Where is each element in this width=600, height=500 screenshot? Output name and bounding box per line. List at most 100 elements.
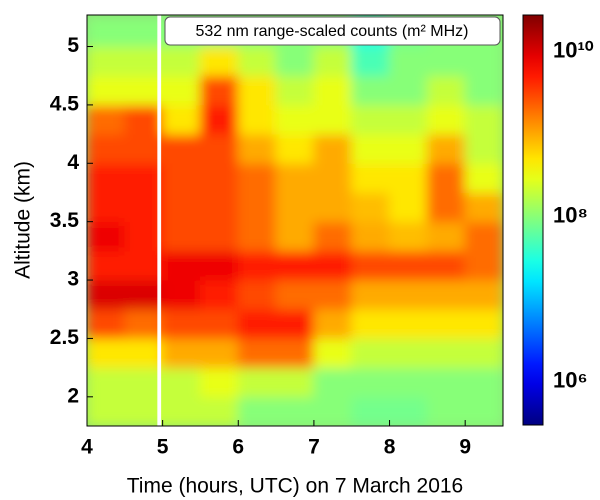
heatmap-cell — [87, 367, 126, 398]
heatmap-cell — [275, 396, 315, 426]
heatmap-cell — [162, 133, 201, 164]
heatmap-cell — [162, 279, 201, 310]
heatmap-cell — [275, 279, 315, 310]
heatmap-cell — [389, 396, 428, 426]
heatmap-cell — [87, 308, 126, 339]
annotation-box — [164, 16, 501, 46]
heatmap-cell — [464, 104, 503, 135]
heatmap-cell — [124, 162, 164, 193]
heatmap-cell — [162, 221, 201, 252]
heatmap-cell — [87, 221, 126, 252]
heatmap-cell — [389, 191, 428, 223]
heatmap-cell — [237, 308, 277, 339]
heatmap-cell — [351, 308, 391, 339]
heatmap-cell — [464, 162, 503, 193]
heatmap-cell — [124, 133, 164, 164]
heatmap-cell — [237, 162, 277, 193]
heatmap-cell — [426, 308, 466, 339]
heatmap-cell — [87, 104, 126, 135]
heatmap-cell — [389, 104, 428, 135]
heatmap-cell — [87, 46, 126, 77]
heatmap-cell — [275, 133, 315, 164]
y-tick-label: 2.5 — [50, 326, 80, 349]
heatmap-cell — [124, 16, 164, 48]
heatmap-cell — [464, 221, 503, 252]
heatmap-cell — [313, 250, 353, 281]
heatmap-cell — [199, 46, 239, 77]
heatmap-cell — [313, 279, 353, 310]
heatmap-cell — [464, 75, 503, 106]
heatmap-cell — [351, 279, 391, 310]
heatmap-cell — [426, 191, 466, 223]
heatmap-cell — [389, 133, 428, 164]
heatmap-cell — [87, 133, 126, 164]
y-tick-label: 2 — [67, 384, 79, 407]
heatmap-cell — [162, 337, 201, 369]
heatmap-cell — [87, 191, 126, 223]
heatmap-cell — [87, 75, 126, 106]
heatmap-blur — [87, 16, 503, 426]
heatmap-cell — [351, 367, 391, 398]
heatmap-cell — [199, 191, 239, 223]
heatmap-cell — [275, 337, 315, 369]
colorbar-tick-label: 10¹⁰ — [553, 38, 594, 63]
heatmap-cell — [87, 279, 126, 310]
x-tick-label: 8 — [384, 436, 396, 459]
heatmap-cell — [124, 250, 164, 281]
heatmap-cell — [351, 337, 391, 369]
heatmap-cell — [199, 337, 239, 369]
colorbar — [522, 14, 544, 426]
heatmap-cell — [237, 250, 277, 281]
heatmap-cell — [313, 308, 353, 339]
heatmap-cell — [351, 75, 391, 106]
heatmap-cell — [124, 75, 164, 106]
heatmap-cell — [426, 133, 466, 164]
heatmap-cell — [426, 396, 466, 426]
axes: 4 5 6 7 8 9 2 2.5 3 3.5 4 4.5 5 10⁶ 10⁸ 10¹⁰ — [50, 34, 594, 458]
heatmap-cell — [237, 191, 277, 223]
heatmap-cell — [313, 396, 353, 426]
heatmap-cell — [464, 46, 503, 77]
heatmap-cell — [199, 75, 239, 106]
heatmap-cell — [275, 308, 315, 339]
heatmap-cell — [124, 46, 164, 77]
heatmap-cell — [351, 250, 391, 281]
heatmap-cell — [275, 162, 315, 193]
heatmap-cell — [275, 104, 315, 135]
heatmap-cell — [237, 221, 277, 252]
heatmap-cell — [237, 46, 277, 77]
heatmap-cell — [464, 337, 503, 369]
heatmap-cell — [162, 396, 201, 426]
heatmap-cell — [162, 162, 201, 193]
heatmap-cell — [275, 75, 315, 106]
colorbar-tick-label: 10⁶ — [553, 368, 588, 393]
x-tick-label: 7 — [308, 436, 320, 459]
heatmap-cell — [275, 191, 315, 223]
heatmap-cell — [389, 279, 428, 310]
heatmap-cell — [124, 279, 164, 310]
y-tick-label: 4 — [67, 151, 79, 174]
heatmap-cell — [389, 162, 428, 193]
heatmap-cell — [124, 191, 164, 223]
heatmap-cell — [313, 367, 353, 398]
heatmap-cell — [389, 221, 428, 252]
heatmap-cell — [389, 46, 428, 77]
heatmap-cell — [162, 75, 201, 106]
heatmap-cell — [426, 337, 466, 369]
heatmap-cell — [426, 162, 466, 193]
heatmap-cell — [237, 367, 277, 398]
heatmap-cell — [313, 46, 353, 77]
heatmap-cell — [124, 367, 164, 398]
heatmap-cell — [237, 75, 277, 106]
heatmap-cell — [87, 162, 126, 193]
data-gap — [157, 15, 162, 426]
heatmap-cell — [313, 162, 353, 193]
heatmap-cell — [313, 133, 353, 164]
heatmap-cell — [464, 250, 503, 281]
heatmap-cell — [199, 162, 239, 193]
y-axis-label: Altitude (km) — [12, 161, 35, 279]
heatmap-cell — [199, 308, 239, 339]
heatmap-cell — [237, 396, 277, 426]
